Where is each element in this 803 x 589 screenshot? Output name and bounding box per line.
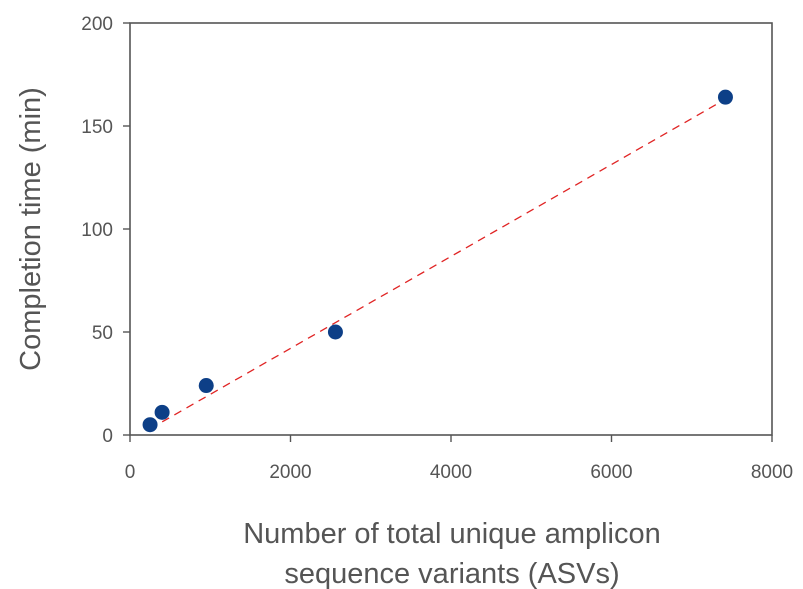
ticks-layer: 0 2000 4000 6000 8000 0 50 100 150 200 <box>81 14 793 483</box>
fit-line-layer <box>149 98 726 430</box>
x-tick-label: 8000 <box>751 462 793 483</box>
y-tick-label: 50 <box>92 323 113 344</box>
x-tick-label: 6000 <box>590 462 632 483</box>
data-point <box>198 378 214 394</box>
y-tick-label: 100 <box>81 220 113 241</box>
x-axis-label-line-1: Number of total unique amplicon <box>243 518 661 550</box>
fit-line <box>149 98 726 430</box>
x-tick-label: 0 <box>125 462 136 483</box>
x-tick-label: 2000 <box>269 462 311 483</box>
y-tick-label: 200 <box>81 14 113 35</box>
y-tick-label: 150 <box>81 117 113 138</box>
y-tick-label: 0 <box>102 426 113 447</box>
y-axis-label: Completion time (min) <box>15 87 47 371</box>
data-point <box>154 404 170 420</box>
data-points-layer <box>142 89 733 433</box>
x-tick-label: 4000 <box>430 462 472 483</box>
x-axis-label-line-2: sequence variants (ASVs) <box>284 558 619 589</box>
data-point <box>327 324 343 340</box>
plot-frame <box>129 22 773 436</box>
data-point <box>142 417 158 433</box>
data-point <box>717 89 733 105</box>
